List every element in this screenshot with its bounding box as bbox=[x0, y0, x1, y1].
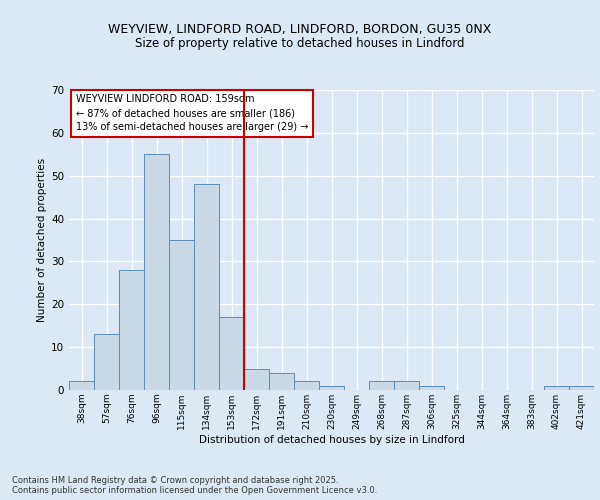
Bar bbox=[94, 334, 119, 390]
Bar bbox=[544, 386, 569, 390]
Bar bbox=[569, 386, 594, 390]
Bar bbox=[319, 386, 344, 390]
Text: Contains HM Land Registry data © Crown copyright and database right 2025.
Contai: Contains HM Land Registry data © Crown c… bbox=[12, 476, 377, 495]
Bar bbox=[244, 368, 269, 390]
Text: WEYVIEW, LINDFORD ROAD, LINDFORD, BORDON, GU35 0NX: WEYVIEW, LINDFORD ROAD, LINDFORD, BORDON… bbox=[109, 22, 491, 36]
Bar bbox=[394, 382, 419, 390]
Bar bbox=[169, 240, 194, 390]
Bar bbox=[69, 382, 94, 390]
Y-axis label: Number of detached properties: Number of detached properties bbox=[37, 158, 47, 322]
Bar bbox=[219, 317, 244, 390]
X-axis label: Distribution of detached houses by size in Lindford: Distribution of detached houses by size … bbox=[199, 434, 464, 444]
Bar bbox=[119, 270, 144, 390]
Bar bbox=[269, 373, 294, 390]
Text: Size of property relative to detached houses in Lindford: Size of property relative to detached ho… bbox=[135, 38, 465, 51]
Bar bbox=[419, 386, 444, 390]
Bar bbox=[144, 154, 169, 390]
Bar bbox=[294, 382, 319, 390]
Text: WEYVIEW LINDFORD ROAD: 159sqm
← 87% of detached houses are smaller (186)
13% of : WEYVIEW LINDFORD ROAD: 159sqm ← 87% of d… bbox=[76, 94, 308, 132]
Bar bbox=[369, 382, 394, 390]
Bar bbox=[194, 184, 219, 390]
